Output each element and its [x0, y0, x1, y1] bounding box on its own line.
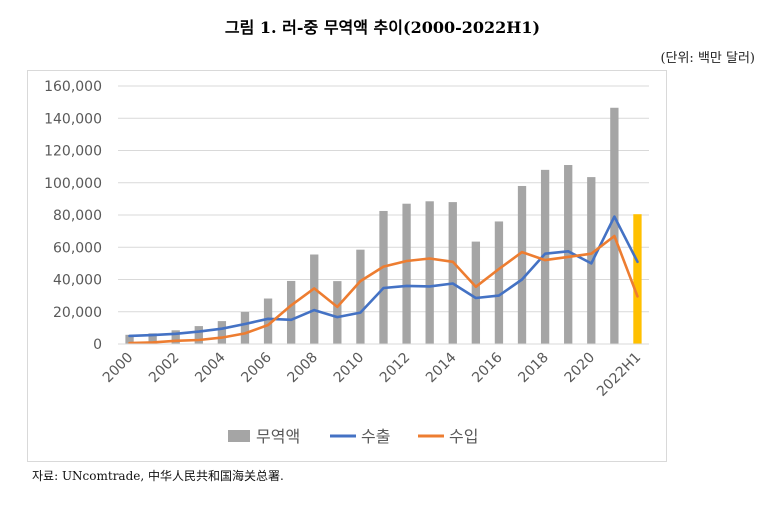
bar-2010 [356, 249, 365, 344]
x-tick-label: 2008 [285, 350, 322, 387]
y-tick-label: 40,000 [53, 273, 102, 289]
x-tick-label: 2002 [146, 350, 183, 387]
source-note: 자료: UNcomtrade, 中华人民共和国海关总署. [32, 469, 284, 483]
x-tick-label: 2022H1 [594, 350, 644, 400]
bar-2019 [564, 165, 573, 344]
unit-label: (단위: 백만 달러) [660, 51, 755, 66]
legend: 무역액 수출 수입 [228, 427, 478, 446]
bar-2005 [240, 311, 250, 344]
series-lines [128, 215, 639, 345]
x-tick-label: 2014 [423, 349, 460, 386]
bar-2021 [610, 107, 619, 344]
y-tick-label: 100,000 [44, 176, 102, 192]
chart-frame [27, 70, 667, 462]
bar-2007 [286, 280, 296, 344]
bar-2003 [194, 326, 203, 344]
bar-2022H1 [633, 214, 642, 344]
bar-2018 [540, 169, 550, 344]
bars-trade-volume [125, 107, 642, 344]
y-tick-label: 160,000 [44, 79, 102, 95]
x-tick-label: 2020 [562, 350, 599, 387]
bar-2004 [217, 321, 227, 344]
bar-2000 [125, 334, 134, 344]
bar-2008 [310, 254, 319, 344]
bar-2013 [425, 201, 434, 344]
bar-2002 [171, 330, 180, 344]
bar-2017 [517, 185, 527, 344]
bar-2016 [494, 221, 504, 344]
x-tick-label: 2010 [331, 350, 368, 387]
y-tick-label: 120,000 [44, 144, 102, 160]
bar-2015 [471, 241, 481, 344]
y-tick-label: 140,000 [44, 111, 102, 127]
x-tick-label: 2012 [377, 350, 414, 387]
y-tick-label: 20,000 [53, 305, 102, 321]
x-tick-label: 2004 [192, 349, 229, 386]
bar-2006 [263, 298, 273, 344]
y-tick-label: 60,000 [53, 240, 102, 256]
legend-label-export: 수출 [361, 427, 390, 446]
y-tick-label: 0 [93, 337, 102, 353]
bar-2001 [148, 333, 157, 344]
chart-title: 그림 1. 러-중 무역액 추이(2000-2022H1) [224, 18, 541, 37]
legend-label-import: 수입 [449, 427, 478, 446]
bar-2011 [379, 210, 388, 344]
bar-2012 [402, 203, 411, 344]
x-tick-label: 2006 [238, 349, 275, 386]
y-tick-label: 80,000 [53, 208, 102, 224]
legend-swatch-trade [228, 430, 250, 442]
x-tick-label: 2016 [469, 349, 506, 386]
x-tick-label: 2018 [515, 350, 552, 387]
x-axis-ticks: 2000 2002 2004 2006 2008 2010 2012 2014 2016 2018… [100, 343, 649, 400]
bar-2014 [448, 202, 457, 344]
x-tick-label: 2000 [100, 350, 137, 387]
line-series-export [128, 215, 639, 338]
bar-2009 [333, 281, 342, 344]
y-axis-ticks: 0 20,000 40,000 60,000 80,000 100,000 120,000 1… [44, 79, 102, 353]
legend-label-trade: 무역액 [256, 427, 300, 446]
